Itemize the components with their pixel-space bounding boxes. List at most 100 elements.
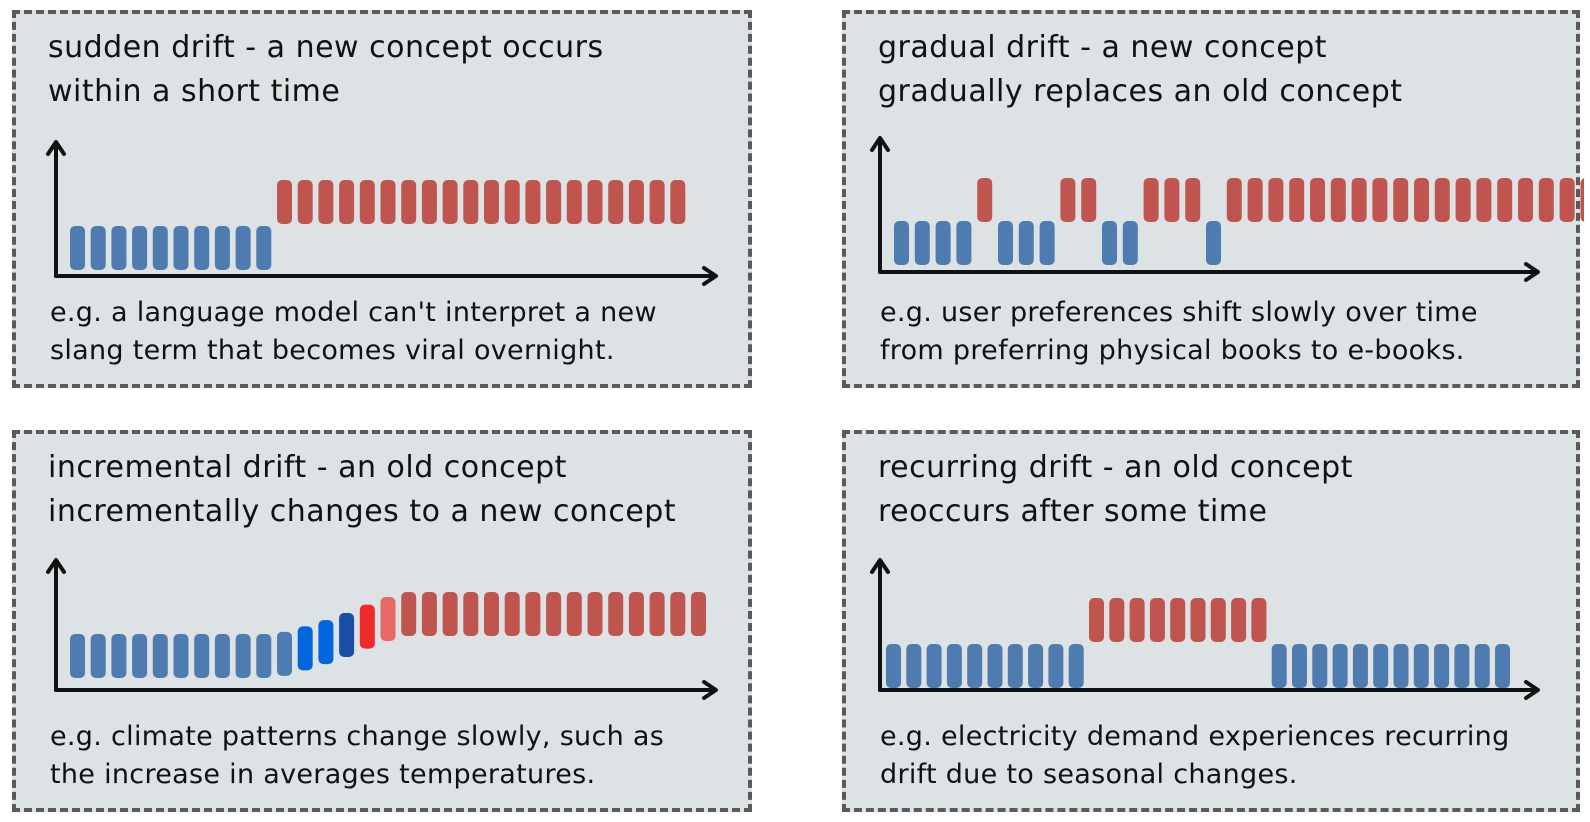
new-concept-bar [691,592,706,636]
old-concept-bar [1413,644,1429,688]
old-concept-bar [886,644,901,688]
sudden-drift-panel: sudden drift - a new concept occurs with… [12,10,752,388]
panel-example: e.g. a language model can't interpret a … [50,294,740,370]
new-concept-bar [587,180,603,224]
new-concept-bar [1455,178,1471,222]
old-concept-bar [1206,221,1221,265]
new-concept-bar [277,180,292,224]
y-axis-arrowhead [46,140,66,156]
new-concept-bar [504,180,520,224]
new-concept-bar [1351,178,1367,222]
old-concept-bar [1434,644,1450,688]
old-concept-bar [152,226,168,270]
example-line: drift due to seasonal changes. [880,759,1298,790]
x-axis-arrowhead [702,680,718,700]
transition-bar [297,626,313,671]
old-concept-bar [1454,644,1470,688]
old-concept-bar [1048,644,1064,688]
new-concept-bar [401,592,417,636]
new-concept-bar [1190,598,1206,642]
old-concept-bar [132,634,148,678]
gradual-drift-panel: gradual drift - a new concept gradually … [842,10,1584,388]
old-concept-bar [1474,644,1490,688]
old-concept-bar [152,634,168,678]
new-concept-bar [587,592,603,636]
new-concept-bar [401,180,417,224]
new-concept-bar [1414,178,1429,222]
old-concept-bar [1122,221,1138,265]
new-concept-bar [1081,178,1097,222]
y-axis-arrowhead [870,558,890,574]
new-concept-bar [484,180,499,224]
new-concept-bar [1210,598,1226,642]
example-line: e.g. electricity demand experiences recu… [880,721,1510,752]
new-concept-bar [1149,598,1165,642]
old-concept-bar [1068,644,1084,688]
panel-example: e.g. climate patterns change slowly, suc… [50,718,740,794]
new-concept-bar [977,178,993,222]
new-concept-bar [339,180,355,224]
new-concept-bar [421,592,437,636]
new-concept-bar [1231,598,1247,642]
recurring-drift-chart [870,558,1540,700]
new-concept-bar [1060,178,1076,222]
new-concept-bar [1538,178,1554,222]
new-concept-bar [608,592,624,636]
old-concept-bar [214,634,230,678]
old-concept-bar [1028,644,1044,688]
new-concept-bar [1476,178,1492,222]
x-axis-arrowhead [1524,680,1540,700]
old-concept-bar [214,226,230,270]
old-concept-bar [235,226,251,270]
old-concept-bar [173,634,189,678]
old-concept-bar [256,226,272,270]
new-concept-bar [442,180,458,224]
old-concept-bar [987,644,1003,688]
transition-bar [380,597,396,641]
panel-title: recurring drift - an old concept reoccur… [878,446,1568,534]
old-concept-bar [1352,644,1368,688]
old-concept-bar [194,634,210,678]
old-concept-bar [1271,644,1287,688]
new-concept-bar [1497,178,1513,222]
old-concept-bar [1292,644,1307,688]
new-concept-bar [525,592,541,636]
old-concept-bar [1332,644,1348,688]
new-concept-bar [1580,178,1584,222]
old-concept-bar [70,226,85,270]
new-concept-bar [649,592,665,636]
new-concept-bar [1164,178,1180,222]
transition-bar [339,613,355,657]
x-axis-arrowhead [1524,262,1540,282]
old-concept-bar [967,644,983,688]
new-concept-bar [1226,178,1242,222]
new-concept-bar [1518,178,1533,222]
old-concept-bar [1373,644,1389,688]
old-concept-bar [1007,644,1023,688]
y-axis-arrowhead [870,136,890,152]
old-concept-bar [111,226,127,270]
new-concept-bar [566,592,582,636]
new-concept-bar [1393,178,1409,222]
transition-bar [359,604,375,649]
old-concept-bar [906,644,922,688]
old-concept-bar [914,221,930,265]
sudden-drift-chart [46,140,718,286]
panel-example: e.g. user preferences shift slowly over … [880,294,1570,370]
new-concept-bar [442,592,458,636]
old-concept-bar [1393,644,1409,688]
new-concept-bar [504,592,520,636]
title-line: gradual drift - a new concept [878,30,1328,65]
new-concept-bar [463,180,479,224]
title-line: incremental drift - an old concept [48,450,567,485]
old-concept-bar [1495,644,1510,688]
new-concept-bar [628,180,644,224]
old-concept-bar [935,221,951,265]
new-concept-bar [670,592,686,636]
old-concept-bar [132,226,148,270]
new-concept-bar [1170,598,1186,642]
new-concept-bar [1143,178,1159,222]
panel-title: incremental drift - an old concept incre… [48,446,738,534]
new-concept-bar [1434,178,1450,222]
new-concept-bar [1251,598,1267,642]
